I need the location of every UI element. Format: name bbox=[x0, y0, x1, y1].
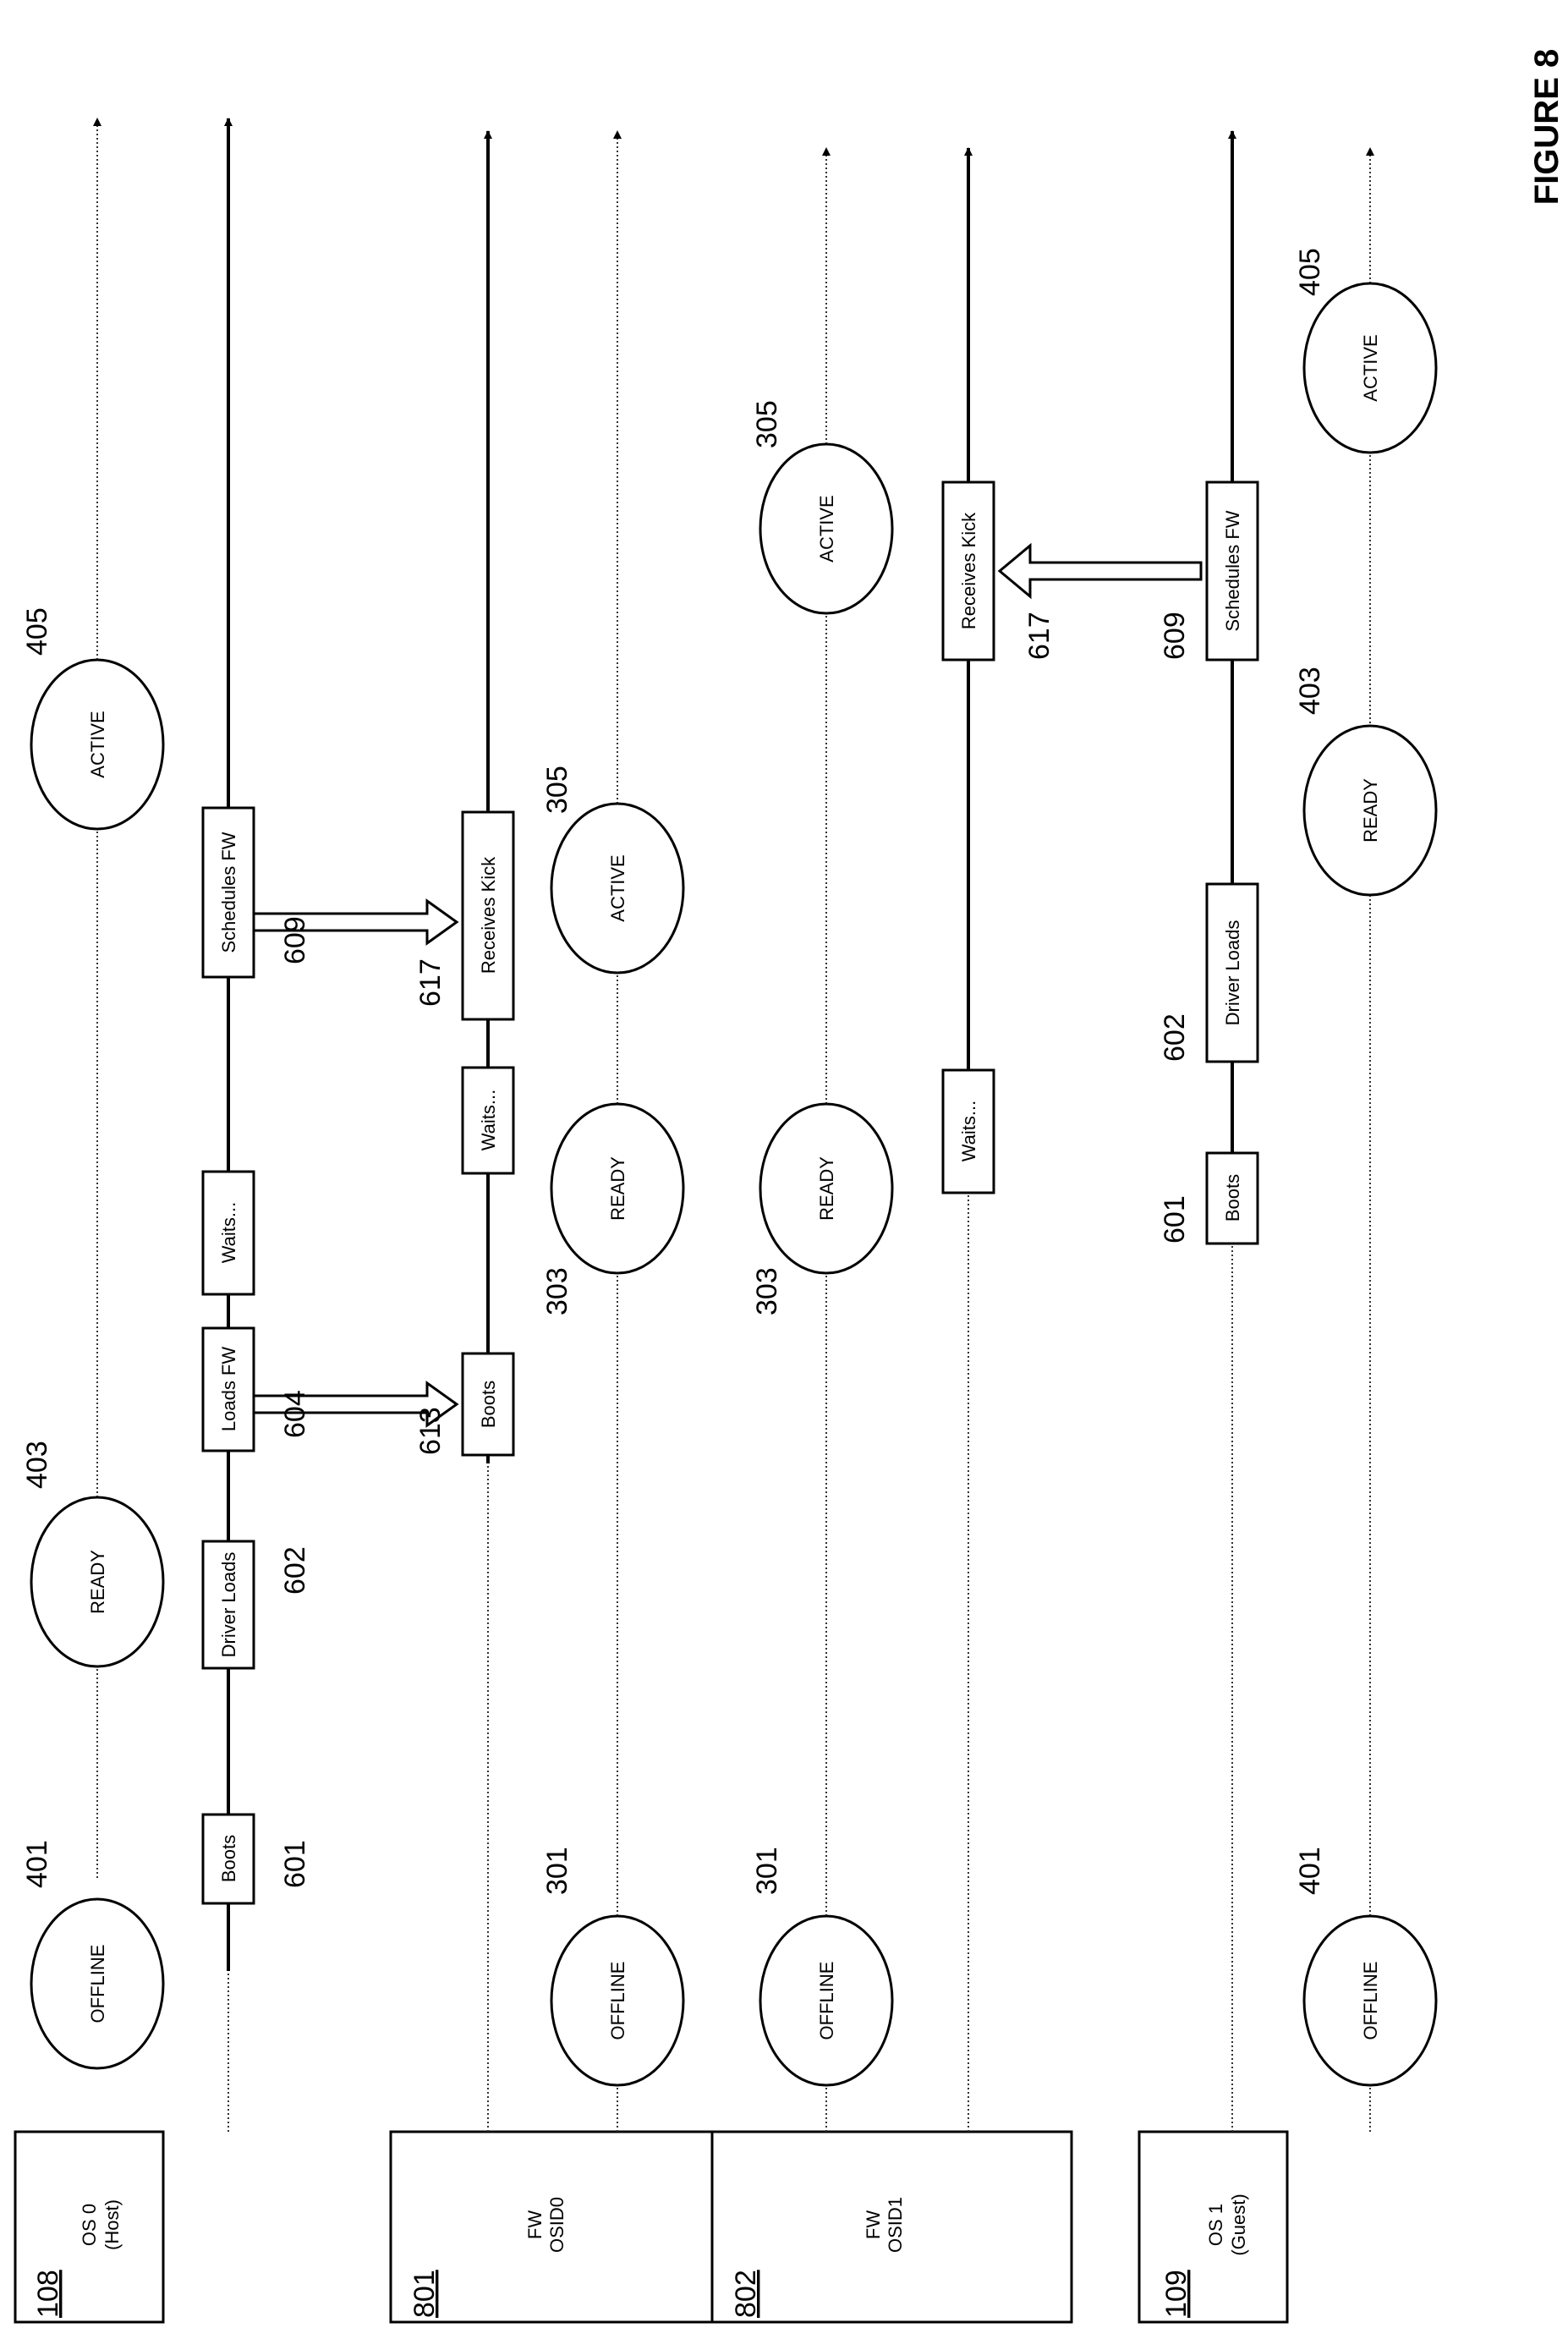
svg-text:READY: READY bbox=[607, 1156, 628, 1221]
ref-401: 401 bbox=[21, 1840, 53, 1888]
ref-301: 301 bbox=[751, 1847, 783, 1895]
ref-617: 617 bbox=[1023, 612, 1055, 660]
action-receives-kick: Receives Kick bbox=[943, 482, 994, 660]
svg-text:ACTIVE: ACTIVE bbox=[87, 711, 108, 777]
ref-602: 602 bbox=[1159, 1013, 1191, 1062]
action-driver-loads: Driver Loads bbox=[203, 1541, 254, 1668]
lane-id: 109 bbox=[1160, 2270, 1192, 2318]
action-waits: Waits... bbox=[203, 1172, 254, 1294]
action-schedules-fw: Schedules FW bbox=[203, 808, 254, 977]
state-offline: OFFLINE bbox=[551, 1916, 683, 2085]
lane-name-sub: (Host) bbox=[101, 2199, 123, 2250]
lane-name-sub: (Guest) bbox=[1228, 2193, 1249, 2255]
lane-id: 801 bbox=[408, 2270, 441, 2318]
state-ready: READY bbox=[551, 1104, 683, 1273]
ref-601: 601 bbox=[1159, 1195, 1191, 1244]
svg-text:Schedules FW: Schedules FW bbox=[1222, 510, 1243, 631]
ref-609: 609 bbox=[279, 916, 311, 964]
ref-401: 401 bbox=[1294, 1847, 1326, 1895]
action-boots: Boots bbox=[1207, 1153, 1258, 1244]
lane-name: FW bbox=[524, 2210, 546, 2239]
svg-text:ACTIVE: ACTIVE bbox=[1360, 334, 1381, 401]
lane-id: 802 bbox=[730, 2270, 762, 2318]
hollow-arrow-kick bbox=[1000, 546, 1201, 596]
action-schedules-fw: Schedules FW bbox=[1207, 482, 1258, 660]
lane-label-109: 109 OS 1 (Guest) bbox=[1139, 2132, 1287, 2322]
lane-label-108: 108 OS 0 (Host) bbox=[15, 2132, 163, 2322]
lane-label-802: 802 FW OSID1 bbox=[712, 2132, 1072, 2322]
action-waits: Waits... bbox=[943, 1070, 994, 1193]
svg-text:ACTIVE: ACTIVE bbox=[816, 495, 837, 562]
svg-text:Driver Loads: Driver Loads bbox=[1222, 920, 1243, 1026]
svg-text:READY: READY bbox=[87, 1550, 108, 1614]
svg-text:OFFLINE: OFFLINE bbox=[1360, 1962, 1381, 2040]
state-offline: OFFLINE bbox=[1304, 1916, 1436, 2085]
state-offline: OFFLINE bbox=[31, 1899, 163, 2068]
state-active: ACTIVE bbox=[1304, 283, 1436, 453]
svg-text:Boots: Boots bbox=[478, 1381, 499, 1428]
svg-text:READY: READY bbox=[816, 1156, 837, 1221]
lane-name: FW bbox=[863, 2210, 884, 2239]
ref-602: 602 bbox=[279, 1546, 311, 1595]
ref-403: 403 bbox=[21, 1441, 53, 1489]
state-ready: READY bbox=[1304, 726, 1436, 895]
ref-305: 305 bbox=[751, 400, 783, 448]
svg-text:Waits...: Waits... bbox=[218, 1202, 239, 1264]
ref-303: 303 bbox=[751, 1267, 783, 1315]
state-active: ACTIVE bbox=[31, 660, 163, 829]
figure-title: FIGURE 8 bbox=[1528, 49, 1565, 205]
action-receives-kick: Receives Kick bbox=[463, 812, 513, 1019]
state-ready: READY bbox=[31, 1497, 163, 1666]
state-offline: OFFLINE bbox=[760, 1916, 892, 2085]
action-waits: Waits... bbox=[463, 1068, 513, 1173]
ref-305: 305 bbox=[541, 766, 573, 814]
ref-405: 405 bbox=[1294, 248, 1326, 296]
ref-301: 301 bbox=[541, 1847, 573, 1895]
svg-text:Receives Kick: Receives Kick bbox=[958, 512, 979, 629]
svg-text:OFFLINE: OFFLINE bbox=[607, 1962, 628, 2040]
svg-text:Loads FW: Loads FW bbox=[218, 1347, 239, 1431]
svg-text:OFFLINE: OFFLINE bbox=[87, 1945, 108, 2023]
ref-609: 609 bbox=[1159, 612, 1191, 660]
action-driver-loads: Driver Loads bbox=[1207, 884, 1258, 1062]
svg-text:Waits...: Waits... bbox=[958, 1101, 979, 1162]
svg-text:Boots: Boots bbox=[218, 1835, 239, 1882]
action-boots: Boots bbox=[203, 1815, 254, 1903]
ref-403: 403 bbox=[1294, 667, 1326, 715]
svg-text:Receives Kick: Receives Kick bbox=[478, 856, 499, 974]
action-loads-fw: Loads FW bbox=[203, 1328, 254, 1451]
svg-text:Waits...: Waits... bbox=[478, 1090, 499, 1151]
svg-text:Boots: Boots bbox=[1222, 1174, 1243, 1222]
lane-name-sub: OSID1 bbox=[885, 2197, 906, 2253]
action-boots: Boots bbox=[463, 1353, 513, 1455]
svg-text:Schedules FW: Schedules FW bbox=[218, 832, 239, 953]
lane-id: 108 bbox=[32, 2270, 64, 2318]
ref-405: 405 bbox=[21, 607, 53, 656]
lane-name: OS 1 bbox=[1205, 2204, 1226, 2246]
state-active: ACTIVE bbox=[551, 804, 683, 973]
ref-303: 303 bbox=[541, 1267, 573, 1315]
lane-label-801: 801 FW OSID0 bbox=[391, 2132, 712, 2322]
state-ready: READY bbox=[760, 1104, 892, 1273]
ref-613: 613 bbox=[414, 1407, 447, 1455]
ref-617: 617 bbox=[414, 958, 447, 1007]
lane-name: OS 0 bbox=[79, 2204, 100, 2246]
state-active: ACTIVE bbox=[760, 444, 892, 613]
svg-text:ACTIVE: ACTIVE bbox=[607, 854, 628, 921]
ref-604: 604 bbox=[279, 1390, 311, 1438]
svg-text:OFFLINE: OFFLINE bbox=[816, 1962, 837, 2040]
svg-text:Driver Loads: Driver Loads bbox=[218, 1552, 239, 1658]
ref-601: 601 bbox=[279, 1840, 311, 1888]
svg-text:READY: READY bbox=[1360, 778, 1381, 843]
lane-name-sub: OSID0 bbox=[546, 2197, 567, 2253]
